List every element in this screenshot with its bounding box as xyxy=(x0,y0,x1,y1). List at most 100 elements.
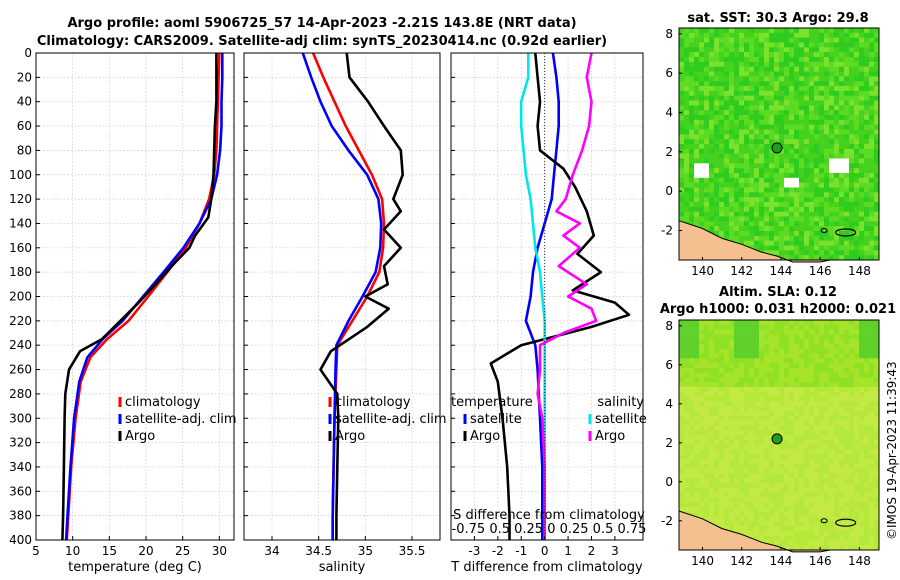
map-cell xyxy=(694,173,700,179)
island-outline xyxy=(820,228,828,234)
map-cell xyxy=(814,245,820,251)
map-cell xyxy=(804,61,810,67)
map-cell xyxy=(769,353,775,359)
map-cell xyxy=(854,343,860,350)
map-cell xyxy=(824,148,830,154)
map-cell xyxy=(804,387,810,393)
legend-label: Argo xyxy=(595,429,625,444)
map-cell xyxy=(694,115,700,121)
map-cell xyxy=(804,28,810,34)
map-cell xyxy=(834,28,840,34)
map-cell xyxy=(874,458,880,465)
map-cell xyxy=(844,545,850,551)
map-cell xyxy=(789,458,795,465)
map-cell xyxy=(849,61,855,67)
map-cell xyxy=(839,372,845,378)
island-outline xyxy=(835,228,857,237)
legend-label: climatology xyxy=(335,395,411,410)
map-cell xyxy=(744,57,750,63)
map-cell xyxy=(689,497,695,503)
map-cell xyxy=(804,382,810,388)
map-cell xyxy=(749,57,755,63)
map-cell xyxy=(724,173,730,179)
map-cell xyxy=(859,468,865,474)
map-cell xyxy=(774,396,780,402)
map-cell xyxy=(764,516,770,522)
map-cell xyxy=(864,192,870,198)
map-cell xyxy=(719,458,725,465)
map-cell xyxy=(794,235,800,241)
y-tick-label: 400 xyxy=(9,533,32,547)
map-cell xyxy=(719,468,725,474)
map-cell xyxy=(829,396,835,402)
map-cell xyxy=(794,425,800,431)
map-cell xyxy=(804,124,810,130)
map-cell xyxy=(864,177,870,183)
map-cell xyxy=(814,454,820,460)
map-cell xyxy=(859,473,865,479)
map-cell xyxy=(744,139,750,145)
map-cell xyxy=(859,153,865,159)
map-cell xyxy=(829,71,835,77)
map-cell xyxy=(754,52,760,58)
map-cell xyxy=(704,396,710,402)
map-cell xyxy=(834,411,840,417)
map-cell xyxy=(759,216,765,222)
map-cell xyxy=(854,71,860,77)
map-cell xyxy=(854,47,860,53)
map-cell xyxy=(729,406,735,412)
map-cell xyxy=(759,463,765,469)
map-cell xyxy=(739,177,745,183)
map-cell xyxy=(839,420,845,426)
map-cell xyxy=(819,177,825,183)
map-cell xyxy=(814,521,820,527)
map-cell xyxy=(694,487,700,493)
map-cell xyxy=(729,206,735,212)
map-cell xyxy=(679,482,685,489)
map-cell xyxy=(679,71,685,77)
map-cell xyxy=(814,250,820,256)
map-cell xyxy=(834,173,840,179)
map-cell xyxy=(769,391,775,397)
map-cell xyxy=(849,439,855,445)
map-cell xyxy=(824,129,830,135)
map-cell xyxy=(784,540,790,546)
map-cell xyxy=(689,119,695,125)
map-cell xyxy=(769,187,775,193)
map-cell xyxy=(779,187,785,193)
map-cell xyxy=(784,353,790,359)
map-cell xyxy=(749,406,755,412)
map-cell xyxy=(774,444,780,450)
map-cell xyxy=(764,463,770,469)
map-cell xyxy=(739,387,745,393)
map-cell xyxy=(819,110,825,116)
map-cell xyxy=(829,387,835,393)
map-cell xyxy=(859,245,865,251)
map-cell xyxy=(864,492,870,498)
map-cell xyxy=(754,353,760,359)
map-cell xyxy=(719,482,725,489)
map-cell xyxy=(804,226,810,232)
map-cell xyxy=(724,42,730,48)
map-cell xyxy=(814,487,820,493)
map-cell xyxy=(784,478,790,484)
map-cell xyxy=(824,545,830,551)
x-tick-label: 15 xyxy=(102,544,117,558)
map-cell xyxy=(779,221,785,227)
map-cell xyxy=(844,42,850,48)
map-cell xyxy=(864,487,870,493)
map-cell xyxy=(724,382,730,388)
map-cell xyxy=(804,463,810,469)
map-cell xyxy=(769,216,775,222)
map-cell xyxy=(834,487,840,493)
map-cell xyxy=(729,226,735,232)
map-cell xyxy=(784,187,790,193)
map-cell xyxy=(754,211,760,217)
map-cell xyxy=(749,124,755,130)
map-cell xyxy=(849,372,855,378)
map-cell xyxy=(739,76,745,82)
map-cell xyxy=(679,163,685,169)
map-cell xyxy=(829,57,835,63)
map-cell xyxy=(774,511,780,517)
difference-panel: -3 -2 -1 0 1 2 3T difference from climatologyt… xyxy=(450,52,647,575)
